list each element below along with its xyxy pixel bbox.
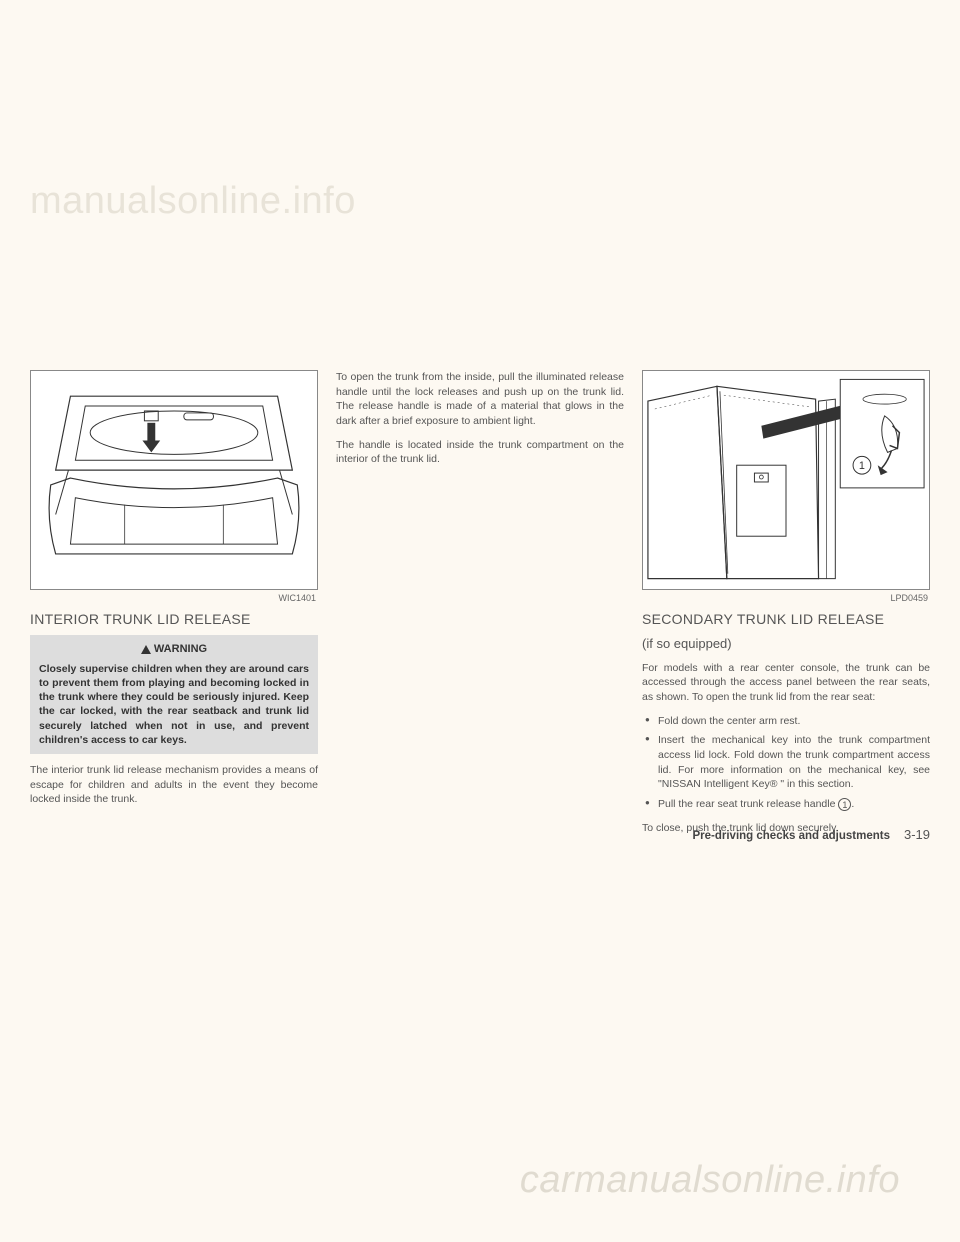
warning-label: WARNING: [154, 642, 207, 657]
col2-p1: To open the trunk from the inside, pull …: [336, 370, 624, 429]
bullet-list: Fold down the center arm rest. Insert th…: [642, 714, 930, 812]
column-2: To open the trunk from the inside, pull …: [336, 370, 624, 844]
section-title-interior: INTERIOR TRUNK LID RELEASE: [30, 610, 318, 629]
figure-1-label: WIC1401: [30, 592, 318, 604]
section-title-secondary: SECONDARY TRUNK LID RELEASE: [642, 610, 930, 629]
col3-intro: For models with a rear center console, t…: [642, 661, 930, 705]
page-footer: Pre-driving checks and adjustments 3-19: [30, 826, 930, 845]
warning-text: Closely supervise children when they are…: [39, 662, 309, 747]
watermark-top: manualsonline.info: [30, 180, 356, 223]
footer-page-number: 3-19: [904, 826, 930, 844]
section-subtitle: (if so equipped): [642, 635, 930, 653]
list-item-text: Pull the rear seat trunk release handle: [658, 798, 835, 810]
circled-number-icon: 1: [838, 798, 851, 811]
figure-interior-trunk-release: [30, 370, 318, 590]
page-content: WIC1401 INTERIOR TRUNK LID RELEASE WARNI…: [30, 370, 930, 844]
watermark-bottom: carmanualsonline.info: [520, 1159, 900, 1202]
figure-2-label: LPD0459: [642, 592, 930, 604]
list-item: Fold down the center arm rest.: [642, 714, 930, 729]
warning-box: WARNING Closely supervise children when …: [30, 635, 318, 754]
footer-section-label: Pre-driving checks and adjustments: [692, 829, 889, 845]
list-item: Pull the rear seat trunk release handle …: [642, 797, 930, 812]
list-item: Insert the mechanical key into the trunk…: [642, 733, 930, 792]
figure-secondary-trunk-release: 1: [642, 370, 930, 590]
warning-triangle-icon: [141, 645, 151, 654]
column-1: WIC1401 INTERIOR TRUNK LID RELEASE WARNI…: [30, 370, 318, 844]
column-3: 1 LPD0459 SECONDARY TRUNK LID RELEASE (i…: [642, 370, 930, 844]
col2-p2: The handle is located inside the trunk c…: [336, 438, 624, 467]
col1-body: The interior trunk lid release mechanism…: [30, 763, 318, 807]
warning-heading: WARNING: [39, 642, 309, 657]
svg-text:1: 1: [859, 460, 865, 472]
